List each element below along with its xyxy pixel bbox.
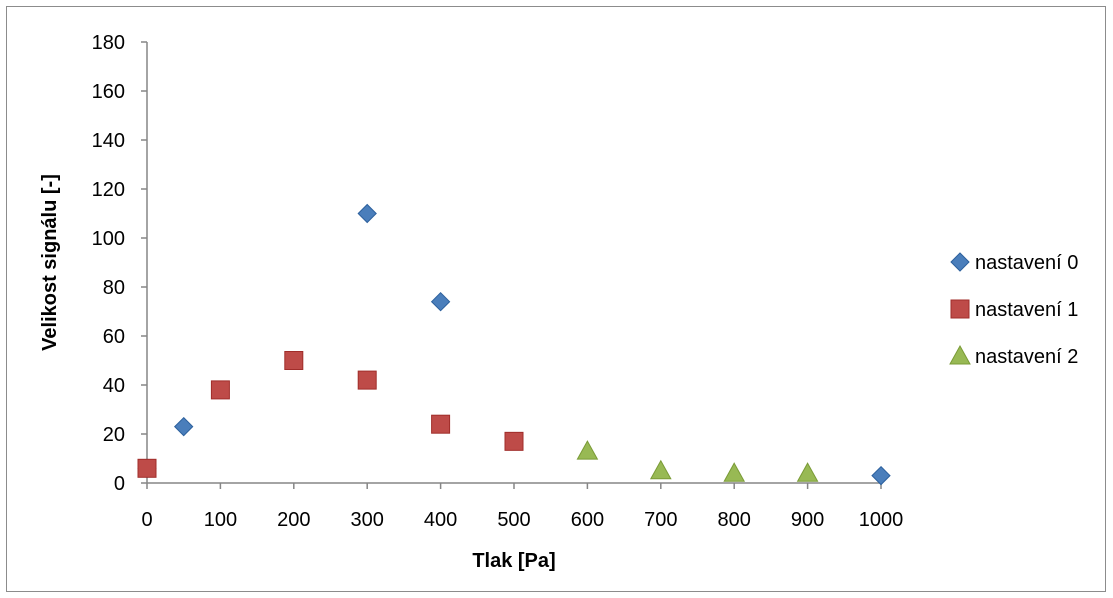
legend-item: nastavení 1 [951, 299, 1078, 321]
legend-marker-square [951, 300, 969, 318]
legend-marker-triangle [950, 346, 970, 364]
y-tick-label: 20 [103, 424, 125, 446]
y-tick-label: 100 [92, 228, 125, 250]
data-points [138, 205, 890, 485]
legend-item: nastavení 2 [950, 346, 1078, 368]
data-point-diamond [175, 418, 193, 436]
x-tick-label: 100 [204, 509, 237, 531]
data-point-diamond [358, 205, 376, 223]
data-point-square [432, 415, 450, 433]
x-axis-title: Tlak [Pa] [472, 550, 555, 572]
data-point-square [358, 371, 376, 389]
x-tick-label: 1000 [859, 509, 904, 531]
x-tick-label: 200 [277, 509, 310, 531]
legend-label: nastavení 0 [975, 252, 1078, 274]
legend-label: nastavení 2 [975, 346, 1078, 368]
y-tick-label: 60 [103, 326, 125, 348]
x-tick-label: 900 [791, 509, 824, 531]
x-tick-label: 700 [644, 509, 677, 531]
y-tick-label: 0 [114, 473, 125, 495]
data-point-triangle [577, 441, 597, 459]
x-tick-label: 800 [718, 509, 751, 531]
data-point-diamond [432, 293, 450, 311]
y-tick-label: 140 [92, 130, 125, 152]
legend-item: nastavení 0 [951, 252, 1078, 274]
data-point-triangle [724, 463, 744, 481]
y-tick-label: 120 [92, 179, 125, 201]
data-point-diamond [872, 467, 890, 485]
x-tick-label: 400 [424, 509, 457, 531]
y-tick-label: 160 [92, 81, 125, 103]
legend: nastavení 0 nastavení 1 nastavení 2 [950, 252, 1078, 368]
x-tick-label: 300 [351, 509, 384, 531]
data-point-square [285, 352, 303, 370]
x-tick-label: 0 [141, 509, 152, 531]
y-tick-label: 180 [92, 32, 125, 54]
data-point-square [211, 381, 229, 399]
data-point-triangle [798, 463, 818, 481]
x-tick-label: 600 [571, 509, 604, 531]
y-tick-label: 80 [103, 277, 125, 299]
y-tick-label: 40 [103, 375, 125, 397]
legend-label: nastavení 1 [975, 299, 1078, 321]
y-axis-title: Velikost signálu [-] [39, 174, 61, 351]
data-point-square [138, 459, 156, 477]
x-tick-label: 500 [497, 509, 530, 531]
data-point-square [505, 432, 523, 450]
axes [141, 42, 881, 489]
legend-marker-diamond [951, 253, 969, 271]
data-point-triangle [651, 461, 671, 479]
tick-labels: 0 20 40 60 80 100 120 140 160 180 0 100 200 300 400 500… [92, 32, 904, 531]
